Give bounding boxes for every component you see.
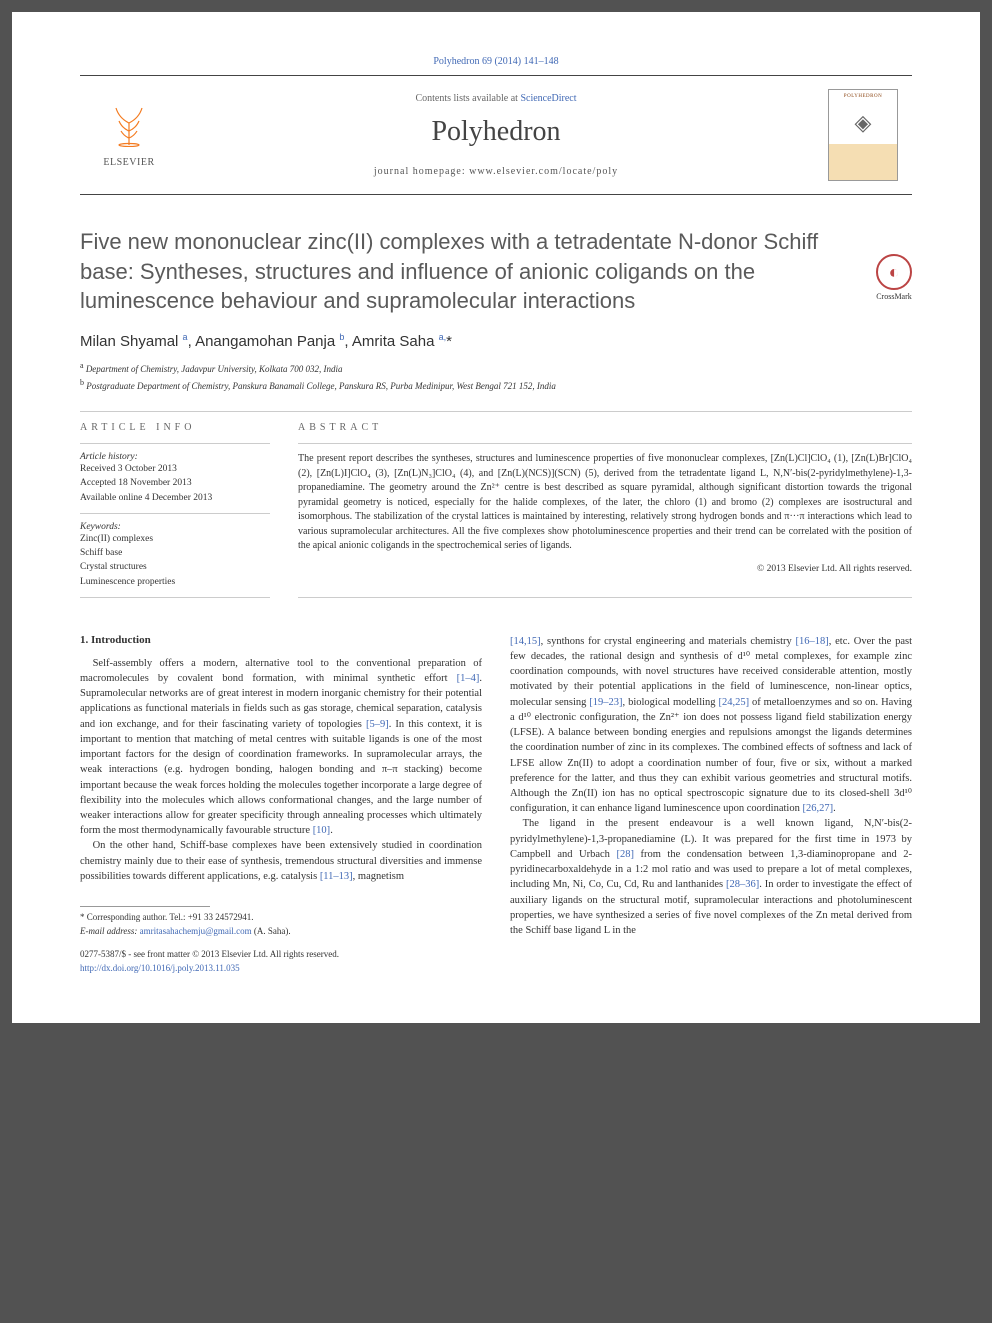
section-heading: 1. Introduction — [80, 634, 482, 646]
email-address[interactable]: amritasahachemju@gmail.com — [140, 926, 252, 936]
email-attribution: (A. Saha). — [252, 926, 291, 936]
history-item: Received 3 October 2013 — [80, 462, 270, 476]
left-column: 1. Introduction Self-assembly offers a m… — [80, 634, 482, 975]
crossmark-label: CrossMark — [876, 292, 912, 301]
homepage-url[interactable]: www.elsevier.com/locate/poly — [469, 166, 618, 177]
publisher-logo[interactable]: ELSEVIER — [94, 103, 164, 168]
contents-available: Contents lists available at ScienceDirec… — [164, 93, 828, 104]
keywords-label: Keywords: — [80, 522, 270, 532]
footnote-divider — [80, 906, 210, 907]
abstract-heading: ABSTRACT — [298, 422, 912, 433]
article-title: Five new mononuclear zinc(II) complexes … — [80, 227, 912, 316]
citation-line: Polyhedron 69 (2014) 141–148 — [80, 56, 912, 67]
article-info-column: ARTICLE INFO Article history: Received 3… — [80, 422, 270, 589]
article-info-heading: ARTICLE INFO — [80, 422, 270, 433]
divider — [80, 513, 270, 514]
publisher-name: ELSEVIER — [94, 157, 164, 168]
keyword: Luminescence properties — [80, 575, 270, 589]
doi-link[interactable]: http://dx.doi.org/10.1016/j.poly.2013.11… — [80, 962, 482, 976]
divider — [298, 597, 912, 598]
copyright-line: © 2013 Elsevier Ltd. All rights reserved… — [298, 564, 912, 574]
paragraph: Self-assembly offers a modern, alternati… — [80, 656, 482, 839]
divider — [80, 411, 912, 412]
journal-homepage: journal homepage: www.elsevier.com/locat… — [164, 166, 828, 177]
author-list: Milan Shyamal a, Anangamohan Panja b, Am… — [80, 332, 912, 350]
elsevier-tree-icon — [94, 103, 164, 155]
issn-copyright: 0277-5387/$ - see front matter © 2013 El… — [80, 948, 482, 962]
masthead: ELSEVIER Contents lists available at Sci… — [80, 75, 912, 195]
contents-prefix: Contents lists available at — [415, 93, 520, 104]
corresponding-author: * Corresponding author. Tel.: +91 33 245… — [80, 911, 482, 925]
paragraph: The ligand in the present endeavour is a… — [510, 816, 912, 938]
page: Polyhedron 69 (2014) 141–148 ELSEVIER Co… — [12, 12, 980, 1023]
paragraph: [14,15], synthons for crystal engineerin… — [510, 634, 912, 817]
crossmark-icon: ◐ — [876, 254, 912, 290]
crossmark-badge[interactable]: ◐ CrossMark — [876, 254, 912, 301]
body-columns: 1. Introduction Self-assembly offers a m… — [80, 634, 912, 975]
journal-cover-thumbnail — [828, 89, 898, 181]
divider — [80, 597, 270, 598]
history-item: Available online 4 December 2013 — [80, 491, 270, 505]
affiliation: b Postgraduate Department of Chemistry, … — [80, 377, 912, 394]
keyword: Schiff base — [80, 546, 270, 560]
homepage-prefix: journal homepage: — [374, 166, 469, 177]
divider — [298, 443, 912, 444]
email-label: E-mail address: — [80, 926, 140, 936]
keyword: Crystal structures — [80, 560, 270, 574]
abstract-column: ABSTRACT The present report describes th… — [298, 422, 912, 589]
footer-zone: * Corresponding author. Tel.: +91 33 245… — [80, 906, 482, 975]
history-label: Article history: — [80, 452, 270, 462]
email-line: E-mail address: amritasahachemju@gmail.c… — [80, 925, 482, 939]
info-abstract-row: ARTICLE INFO Article history: Received 3… — [80, 422, 912, 589]
affiliations: a Department of Chemistry, Jadavpur Univ… — [80, 360, 912, 393]
journal-name: Polyhedron — [164, 116, 828, 148]
abstract-text: The present report describes the synthes… — [298, 452, 912, 554]
affiliation: a Department of Chemistry, Jadavpur Univ… — [80, 360, 912, 377]
right-column: [14,15], synthons for crystal engineerin… — [510, 634, 912, 975]
history-item: Accepted 18 November 2013 — [80, 476, 270, 490]
divider — [80, 443, 270, 444]
sciencedirect-link[interactable]: ScienceDirect — [520, 93, 576, 104]
paragraph: On the other hand, Schiff-base complexes… — [80, 838, 482, 884]
keyword: Zinc(II) complexes — [80, 532, 270, 546]
masthead-center: Contents lists available at ScienceDirec… — [164, 93, 828, 177]
